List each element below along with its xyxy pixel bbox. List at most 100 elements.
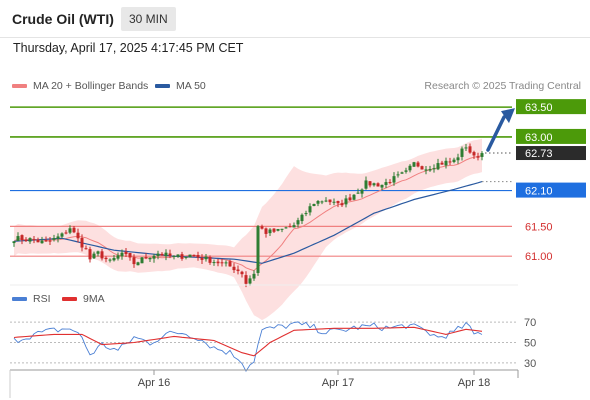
candle-body bbox=[144, 257, 148, 259]
level-badge-63-00 bbox=[516, 128, 586, 144]
candle-body bbox=[48, 240, 52, 242]
candle-body bbox=[340, 203, 344, 206]
candle-body bbox=[396, 174, 400, 176]
candle-body bbox=[460, 148, 464, 157]
datetime-label: Thursday, April 17, 2025 4:17:45 PM CET bbox=[13, 41, 244, 55]
candle-body bbox=[472, 152, 476, 156]
candle-body bbox=[116, 255, 120, 259]
level-badge-63-50 bbox=[516, 99, 586, 115]
candle-body bbox=[16, 236, 20, 241]
candle-body bbox=[120, 252, 124, 257]
candle-body bbox=[468, 146, 472, 153]
ma50-line bbox=[13, 181, 483, 264]
rsi-tick-30: 30 bbox=[524, 358, 536, 370]
x-tick-label: Apr 16 bbox=[138, 377, 170, 389]
interval-button[interactable]: 30 MIN bbox=[121, 7, 176, 31]
candle-body bbox=[132, 257, 136, 265]
ma20-line bbox=[13, 154, 483, 272]
candle-body bbox=[228, 261, 232, 267]
rsi-series-rsi bbox=[13, 321, 483, 372]
candle-body bbox=[72, 227, 76, 233]
candle-body bbox=[84, 248, 88, 250]
candle-body bbox=[300, 214, 304, 222]
candle-body bbox=[420, 166, 424, 170]
candle-body bbox=[260, 226, 264, 229]
candle-body bbox=[280, 228, 284, 230]
candle-body bbox=[416, 162, 420, 167]
candle-body bbox=[212, 262, 216, 264]
rsi-series-9ma bbox=[13, 326, 483, 357]
candle-body bbox=[40, 240, 44, 244]
candle-body bbox=[140, 257, 144, 264]
candle-body bbox=[232, 266, 236, 271]
level-label-61-50: 61.50 bbox=[525, 221, 553, 233]
ma50-swatch bbox=[155, 84, 170, 88]
candle-body bbox=[328, 199, 332, 203]
candle-body bbox=[360, 189, 364, 194]
candle-body bbox=[284, 227, 288, 229]
level-label-63-00: 63.00 bbox=[525, 132, 553, 144]
candle-body bbox=[124, 251, 128, 255]
rsi-tick-50: 50 bbox=[524, 338, 536, 350]
candle-body bbox=[288, 226, 292, 228]
candle-body bbox=[368, 181, 372, 186]
candle-body bbox=[344, 198, 348, 205]
candle-body bbox=[200, 257, 204, 260]
candle-body bbox=[276, 228, 280, 231]
candle-body bbox=[436, 163, 440, 170]
candle-body bbox=[136, 262, 140, 266]
candle-body bbox=[188, 254, 192, 258]
candle-body bbox=[180, 254, 184, 259]
level-label-63-50: 63.50 bbox=[525, 102, 553, 114]
candle-body bbox=[296, 220, 300, 225]
candle-body bbox=[408, 165, 412, 171]
candle-body bbox=[432, 168, 436, 170]
candle-body bbox=[372, 183, 376, 186]
legend-rsi: RSI bbox=[12, 293, 51, 305]
candle-body bbox=[68, 228, 72, 233]
top-bar: Crude Oil (WTI) 30 MIN bbox=[0, 0, 590, 38]
candle-body bbox=[456, 157, 460, 161]
legend-ma50: MA 50 bbox=[155, 80, 206, 92]
candle-body bbox=[304, 213, 308, 215]
candle-body bbox=[476, 156, 480, 158]
rsi-label: RSI bbox=[33, 293, 51, 305]
candle-body bbox=[92, 253, 96, 259]
candle-body bbox=[224, 262, 228, 264]
level-label-61-00: 61.00 bbox=[525, 251, 553, 263]
candle-body bbox=[404, 170, 408, 172]
candle-body bbox=[444, 160, 448, 166]
x-tick-label: Apr 18 bbox=[458, 377, 490, 389]
candle-body bbox=[44, 240, 48, 242]
rsi-swatch bbox=[12, 297, 27, 301]
candle-body bbox=[352, 194, 356, 200]
candle-body bbox=[312, 203, 316, 207]
candle-body bbox=[480, 153, 484, 157]
candle-body bbox=[248, 278, 252, 284]
candle-body bbox=[24, 239, 28, 241]
candle-body bbox=[56, 236, 60, 239]
forecast-arrow-head bbox=[501, 108, 515, 124]
candle-body bbox=[428, 169, 432, 171]
candle-body bbox=[256, 226, 260, 273]
level-label-62-10: 62.10 bbox=[525, 186, 553, 198]
candle-body bbox=[184, 256, 188, 258]
candle-body bbox=[292, 225, 296, 228]
candle-body bbox=[88, 249, 92, 260]
candle-body bbox=[152, 255, 156, 259]
candle-body bbox=[52, 238, 56, 240]
candle-body bbox=[128, 253, 132, 258]
legend-ma20: MA 20 + Bollinger Bands bbox=[12, 80, 148, 92]
candle-body bbox=[196, 254, 200, 258]
candle-body bbox=[192, 254, 196, 256]
candle-body bbox=[160, 253, 164, 256]
candle-body bbox=[80, 237, 84, 248]
candle-body bbox=[216, 261, 220, 264]
candle-body bbox=[452, 159, 456, 163]
candle-body bbox=[104, 257, 108, 260]
candle-body bbox=[36, 239, 40, 243]
candle-body bbox=[220, 262, 224, 264]
candle-body bbox=[384, 182, 388, 185]
candle-body bbox=[252, 273, 256, 279]
